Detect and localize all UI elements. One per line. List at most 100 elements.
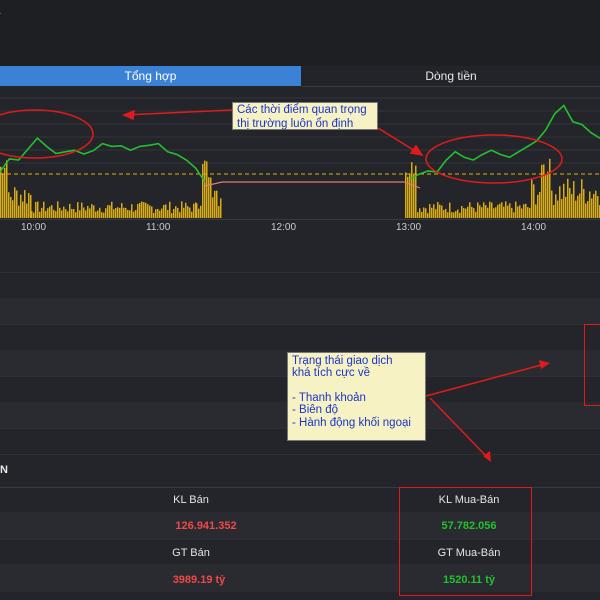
row-band bbox=[0, 512, 600, 539]
volume-bar bbox=[543, 164, 545, 218]
volume-bar bbox=[24, 190, 26, 218]
section-title: N bbox=[0, 464, 8, 476]
volume-bar bbox=[196, 203, 198, 218]
volume-bar bbox=[214, 190, 216, 218]
note-line: Các thời điểm quan trọng bbox=[237, 104, 367, 116]
volume-bar bbox=[117, 207, 119, 218]
volume-bar bbox=[141, 201, 143, 218]
volume-bar bbox=[22, 201, 24, 218]
volume-bar bbox=[535, 204, 537, 218]
volume-bar bbox=[409, 173, 411, 218]
annotation-ellipse-left bbox=[0, 109, 94, 159]
volume-bar bbox=[12, 200, 14, 218]
volume-bar bbox=[169, 201, 171, 218]
volume-bar bbox=[425, 208, 427, 218]
volume-bars bbox=[0, 158, 600, 218]
volume-bar bbox=[79, 210, 81, 218]
volume-bar bbox=[555, 194, 557, 218]
kl-ban-value: 126.941.352 bbox=[175, 520, 237, 532]
volume-bar bbox=[123, 207, 125, 218]
tab-dong-tien[interactable]: Dòng tiền bbox=[302, 66, 600, 87]
x-tick: 11:00 bbox=[146, 222, 171, 233]
x-tick: 10:00 bbox=[21, 222, 47, 233]
volume-bar bbox=[541, 164, 543, 218]
volume-bar bbox=[149, 205, 151, 218]
note-line: Trạng thái giao dịch bbox=[292, 355, 393, 367]
volume-bar bbox=[69, 203, 71, 218]
volume-bar bbox=[493, 208, 495, 218]
volume-bar bbox=[533, 184, 535, 218]
divider bbox=[0, 487, 600, 488]
volume-bar bbox=[489, 201, 491, 218]
volume-bar bbox=[61, 210, 63, 218]
volume-bar bbox=[187, 206, 189, 218]
volume-bar bbox=[212, 197, 214, 218]
volume-bar bbox=[457, 209, 459, 218]
volume-bar bbox=[435, 209, 437, 218]
volume-bar bbox=[585, 203, 587, 218]
volume-bar bbox=[67, 211, 69, 218]
x-tick: 13:00 bbox=[396, 222, 422, 233]
row-band bbox=[0, 564, 600, 592]
volume-bar bbox=[155, 209, 157, 218]
volume-bar bbox=[511, 207, 513, 218]
volume-bar bbox=[531, 179, 533, 218]
volume-bar bbox=[475, 211, 477, 218]
note-line: - Hành động khối ngoại bbox=[292, 416, 411, 429]
volume-bar bbox=[459, 212, 461, 218]
annotation-arrowhead-right bbox=[409, 144, 424, 157]
annotation-arrowhead-left bbox=[122, 109, 135, 121]
volume-bar bbox=[206, 161, 208, 218]
volume-bar bbox=[471, 206, 473, 218]
price-line-afternoon bbox=[409, 104, 600, 180]
annotation-arrow-up bbox=[425, 363, 546, 397]
volume-bar bbox=[91, 204, 93, 218]
volume-bar bbox=[487, 207, 489, 218]
volume-bar bbox=[53, 209, 55, 218]
volume-bar bbox=[204, 160, 206, 218]
row-band bbox=[0, 298, 600, 324]
volume-bar bbox=[109, 205, 111, 218]
annotation-note-bottom: Trạng thái giao dịch khá tích cực về - T… bbox=[287, 352, 426, 441]
volume-bar bbox=[111, 201, 113, 218]
volume-bar bbox=[503, 206, 505, 218]
volume-bar bbox=[477, 202, 479, 218]
volume-bar bbox=[30, 194, 32, 218]
volume-bar bbox=[31, 211, 33, 218]
volume-bar bbox=[173, 208, 175, 218]
volume-bar bbox=[20, 194, 22, 218]
volume-bar bbox=[4, 167, 6, 218]
volume-bar bbox=[89, 208, 91, 218]
volume-bar bbox=[453, 212, 455, 218]
volume-bar bbox=[133, 211, 135, 218]
intraday-chart bbox=[0, 97, 600, 218]
volume-bar bbox=[441, 205, 443, 218]
annotation-box-right bbox=[584, 324, 600, 406]
annotation-arrow-left bbox=[123, 109, 233, 116]
volume-bar bbox=[427, 213, 429, 218]
volume-bar bbox=[183, 207, 185, 218]
volume-bar bbox=[43, 201, 45, 218]
tab-bar: Tổng hợp Dòng tiền bbox=[0, 66, 600, 87]
volume-bar bbox=[481, 207, 483, 218]
divider bbox=[0, 454, 600, 455]
kl-mua-ban-value: 57.782.056 bbox=[441, 520, 497, 532]
volume-bar bbox=[591, 198, 593, 218]
volume-bar bbox=[527, 207, 529, 218]
note-line: - Thanh khoản bbox=[292, 391, 366, 404]
volume-bar bbox=[175, 206, 177, 218]
annotation-arrowhead-down bbox=[483, 451, 491, 462]
volume-bar bbox=[95, 211, 97, 218]
volume-bar bbox=[171, 213, 173, 218]
tab-tong-hop[interactable]: Tổng hợp bbox=[0, 66, 301, 86]
volume-bar bbox=[121, 203, 123, 218]
volume-bar bbox=[179, 212, 181, 218]
volume-bar bbox=[49, 206, 51, 218]
volume-bar bbox=[157, 208, 159, 218]
volume-bar bbox=[135, 209, 137, 218]
volume-bar bbox=[28, 193, 30, 218]
time-axis-line bbox=[0, 219, 600, 220]
volume-bar bbox=[419, 208, 421, 218]
volume-bar bbox=[163, 204, 165, 218]
volume-bar bbox=[571, 194, 573, 218]
